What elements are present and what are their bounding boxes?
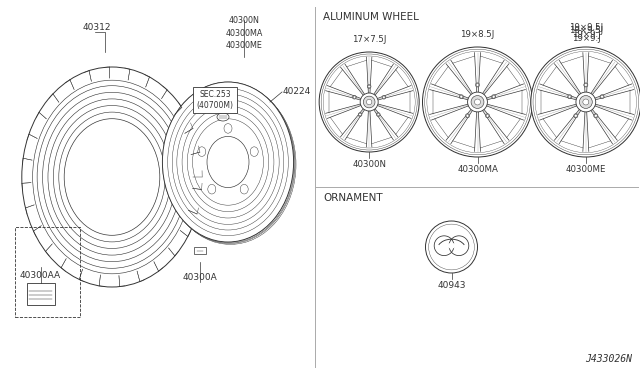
- Ellipse shape: [208, 185, 216, 194]
- Text: ORNAMENT: ORNAMENT: [323, 193, 383, 203]
- Ellipse shape: [250, 147, 258, 156]
- Text: 19×8.5J: 19×8.5J: [460, 30, 495, 39]
- Circle shape: [422, 47, 532, 157]
- Text: ALUMINUM WHEEL: ALUMINUM WHEEL: [323, 12, 419, 22]
- Circle shape: [576, 92, 596, 112]
- Circle shape: [575, 115, 577, 117]
- Circle shape: [460, 95, 463, 98]
- Ellipse shape: [164, 83, 295, 244]
- Circle shape: [579, 96, 592, 108]
- Text: 40300N: 40300N: [352, 160, 386, 169]
- Circle shape: [595, 115, 597, 117]
- Circle shape: [476, 84, 479, 86]
- Circle shape: [531, 47, 640, 157]
- Circle shape: [353, 95, 356, 99]
- Text: 40312: 40312: [83, 23, 111, 32]
- Circle shape: [368, 85, 371, 88]
- Circle shape: [465, 114, 470, 118]
- Text: 40300N
40300MA
40300ME: 40300N 40300MA 40300ME: [225, 16, 262, 50]
- Circle shape: [492, 95, 495, 98]
- Bar: [194, 247, 206, 254]
- Ellipse shape: [240, 185, 248, 194]
- Ellipse shape: [64, 119, 160, 235]
- Circle shape: [376, 113, 380, 116]
- Text: 19×9.5J: 19×9.5J: [569, 26, 603, 35]
- Circle shape: [584, 84, 588, 86]
- Circle shape: [573, 114, 578, 118]
- Circle shape: [485, 114, 490, 118]
- Ellipse shape: [207, 137, 249, 187]
- Circle shape: [359, 113, 362, 116]
- Circle shape: [471, 96, 484, 108]
- Text: 40224: 40224: [283, 87, 311, 96]
- Circle shape: [468, 92, 488, 112]
- Circle shape: [583, 99, 589, 105]
- Circle shape: [474, 99, 481, 105]
- Ellipse shape: [447, 243, 456, 248]
- Ellipse shape: [163, 82, 294, 242]
- Bar: [15, 227, 80, 317]
- Text: 40300ME: 40300ME: [566, 165, 606, 174]
- Text: 19×9.J: 19×9.J: [572, 34, 600, 43]
- Text: 40300A: 40300A: [182, 273, 218, 282]
- Circle shape: [594, 114, 598, 118]
- Text: 19×9.J: 19×9.J: [572, 30, 600, 39]
- Circle shape: [353, 96, 356, 99]
- Circle shape: [486, 115, 489, 117]
- Circle shape: [383, 96, 385, 99]
- Circle shape: [568, 94, 572, 99]
- Circle shape: [492, 94, 496, 99]
- Ellipse shape: [165, 84, 296, 244]
- Text: 17×7.5J: 17×7.5J: [352, 35, 387, 44]
- Circle shape: [364, 96, 375, 108]
- Text: 40300AA: 40300AA: [20, 271, 61, 280]
- Circle shape: [600, 94, 604, 99]
- Circle shape: [319, 52, 419, 152]
- Bar: [27, 283, 55, 305]
- Ellipse shape: [217, 113, 229, 121]
- Text: SEC.253
(40700M): SEC.253 (40700M): [196, 90, 234, 110]
- Circle shape: [568, 95, 571, 98]
- Ellipse shape: [224, 124, 232, 133]
- Circle shape: [367, 99, 372, 105]
- Circle shape: [426, 221, 477, 273]
- Ellipse shape: [163, 83, 294, 243]
- Circle shape: [360, 93, 378, 111]
- Text: J433026N: J433026N: [585, 354, 632, 364]
- Circle shape: [382, 95, 386, 99]
- Circle shape: [601, 95, 604, 98]
- Ellipse shape: [22, 67, 202, 287]
- Circle shape: [358, 113, 362, 116]
- Text: 40943: 40943: [437, 281, 466, 290]
- Circle shape: [367, 84, 371, 89]
- Circle shape: [476, 83, 479, 87]
- Ellipse shape: [198, 147, 206, 156]
- Circle shape: [466, 115, 469, 117]
- Text: 40300MA: 40300MA: [457, 165, 498, 174]
- Circle shape: [377, 113, 380, 116]
- Circle shape: [584, 83, 588, 87]
- Text: 19×9.5J: 19×9.5J: [569, 23, 603, 32]
- Circle shape: [459, 94, 463, 99]
- Ellipse shape: [163, 82, 294, 242]
